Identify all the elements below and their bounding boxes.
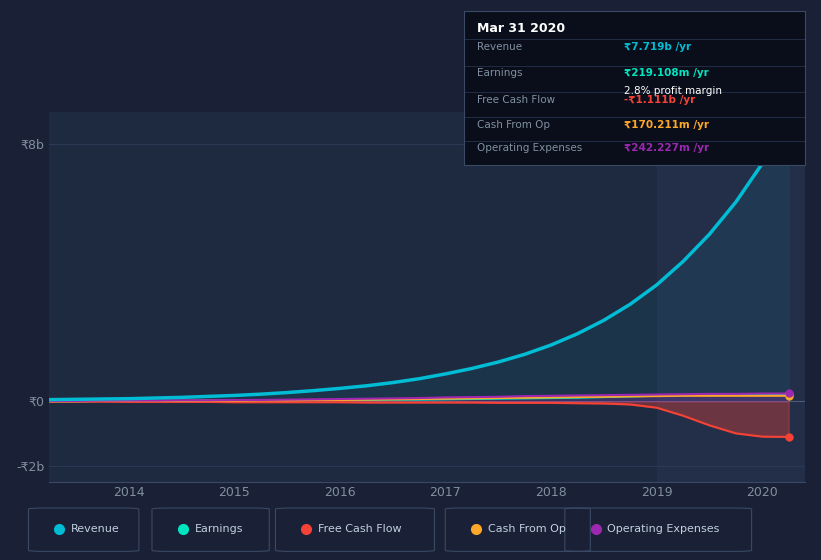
Text: ₹242.227m /yr: ₹242.227m /yr — [624, 143, 709, 153]
Text: Free Cash Flow: Free Cash Flow — [478, 95, 556, 105]
Text: Cash From Op: Cash From Op — [478, 120, 551, 130]
Text: ₹170.211m /yr: ₹170.211m /yr — [624, 120, 709, 130]
Text: Cash From Op: Cash From Op — [488, 524, 566, 534]
Text: -₹1.111b /yr: -₹1.111b /yr — [624, 95, 695, 105]
Text: Mar 31 2020: Mar 31 2020 — [478, 22, 566, 35]
Text: Revenue: Revenue — [478, 42, 523, 52]
Bar — [657, 112, 805, 482]
Text: Operating Expenses: Operating Expenses — [478, 143, 583, 153]
Text: Operating Expenses: Operating Expenses — [608, 524, 720, 534]
Text: Revenue: Revenue — [71, 524, 120, 534]
Text: Free Cash Flow: Free Cash Flow — [318, 524, 401, 534]
Text: Earnings: Earnings — [478, 68, 523, 78]
Text: 2.8% profit margin: 2.8% profit margin — [624, 86, 722, 96]
Text: Earnings: Earnings — [195, 524, 243, 534]
Text: ₹7.719b /yr: ₹7.719b /yr — [624, 42, 691, 52]
Text: ₹219.108m /yr: ₹219.108m /yr — [624, 68, 709, 78]
